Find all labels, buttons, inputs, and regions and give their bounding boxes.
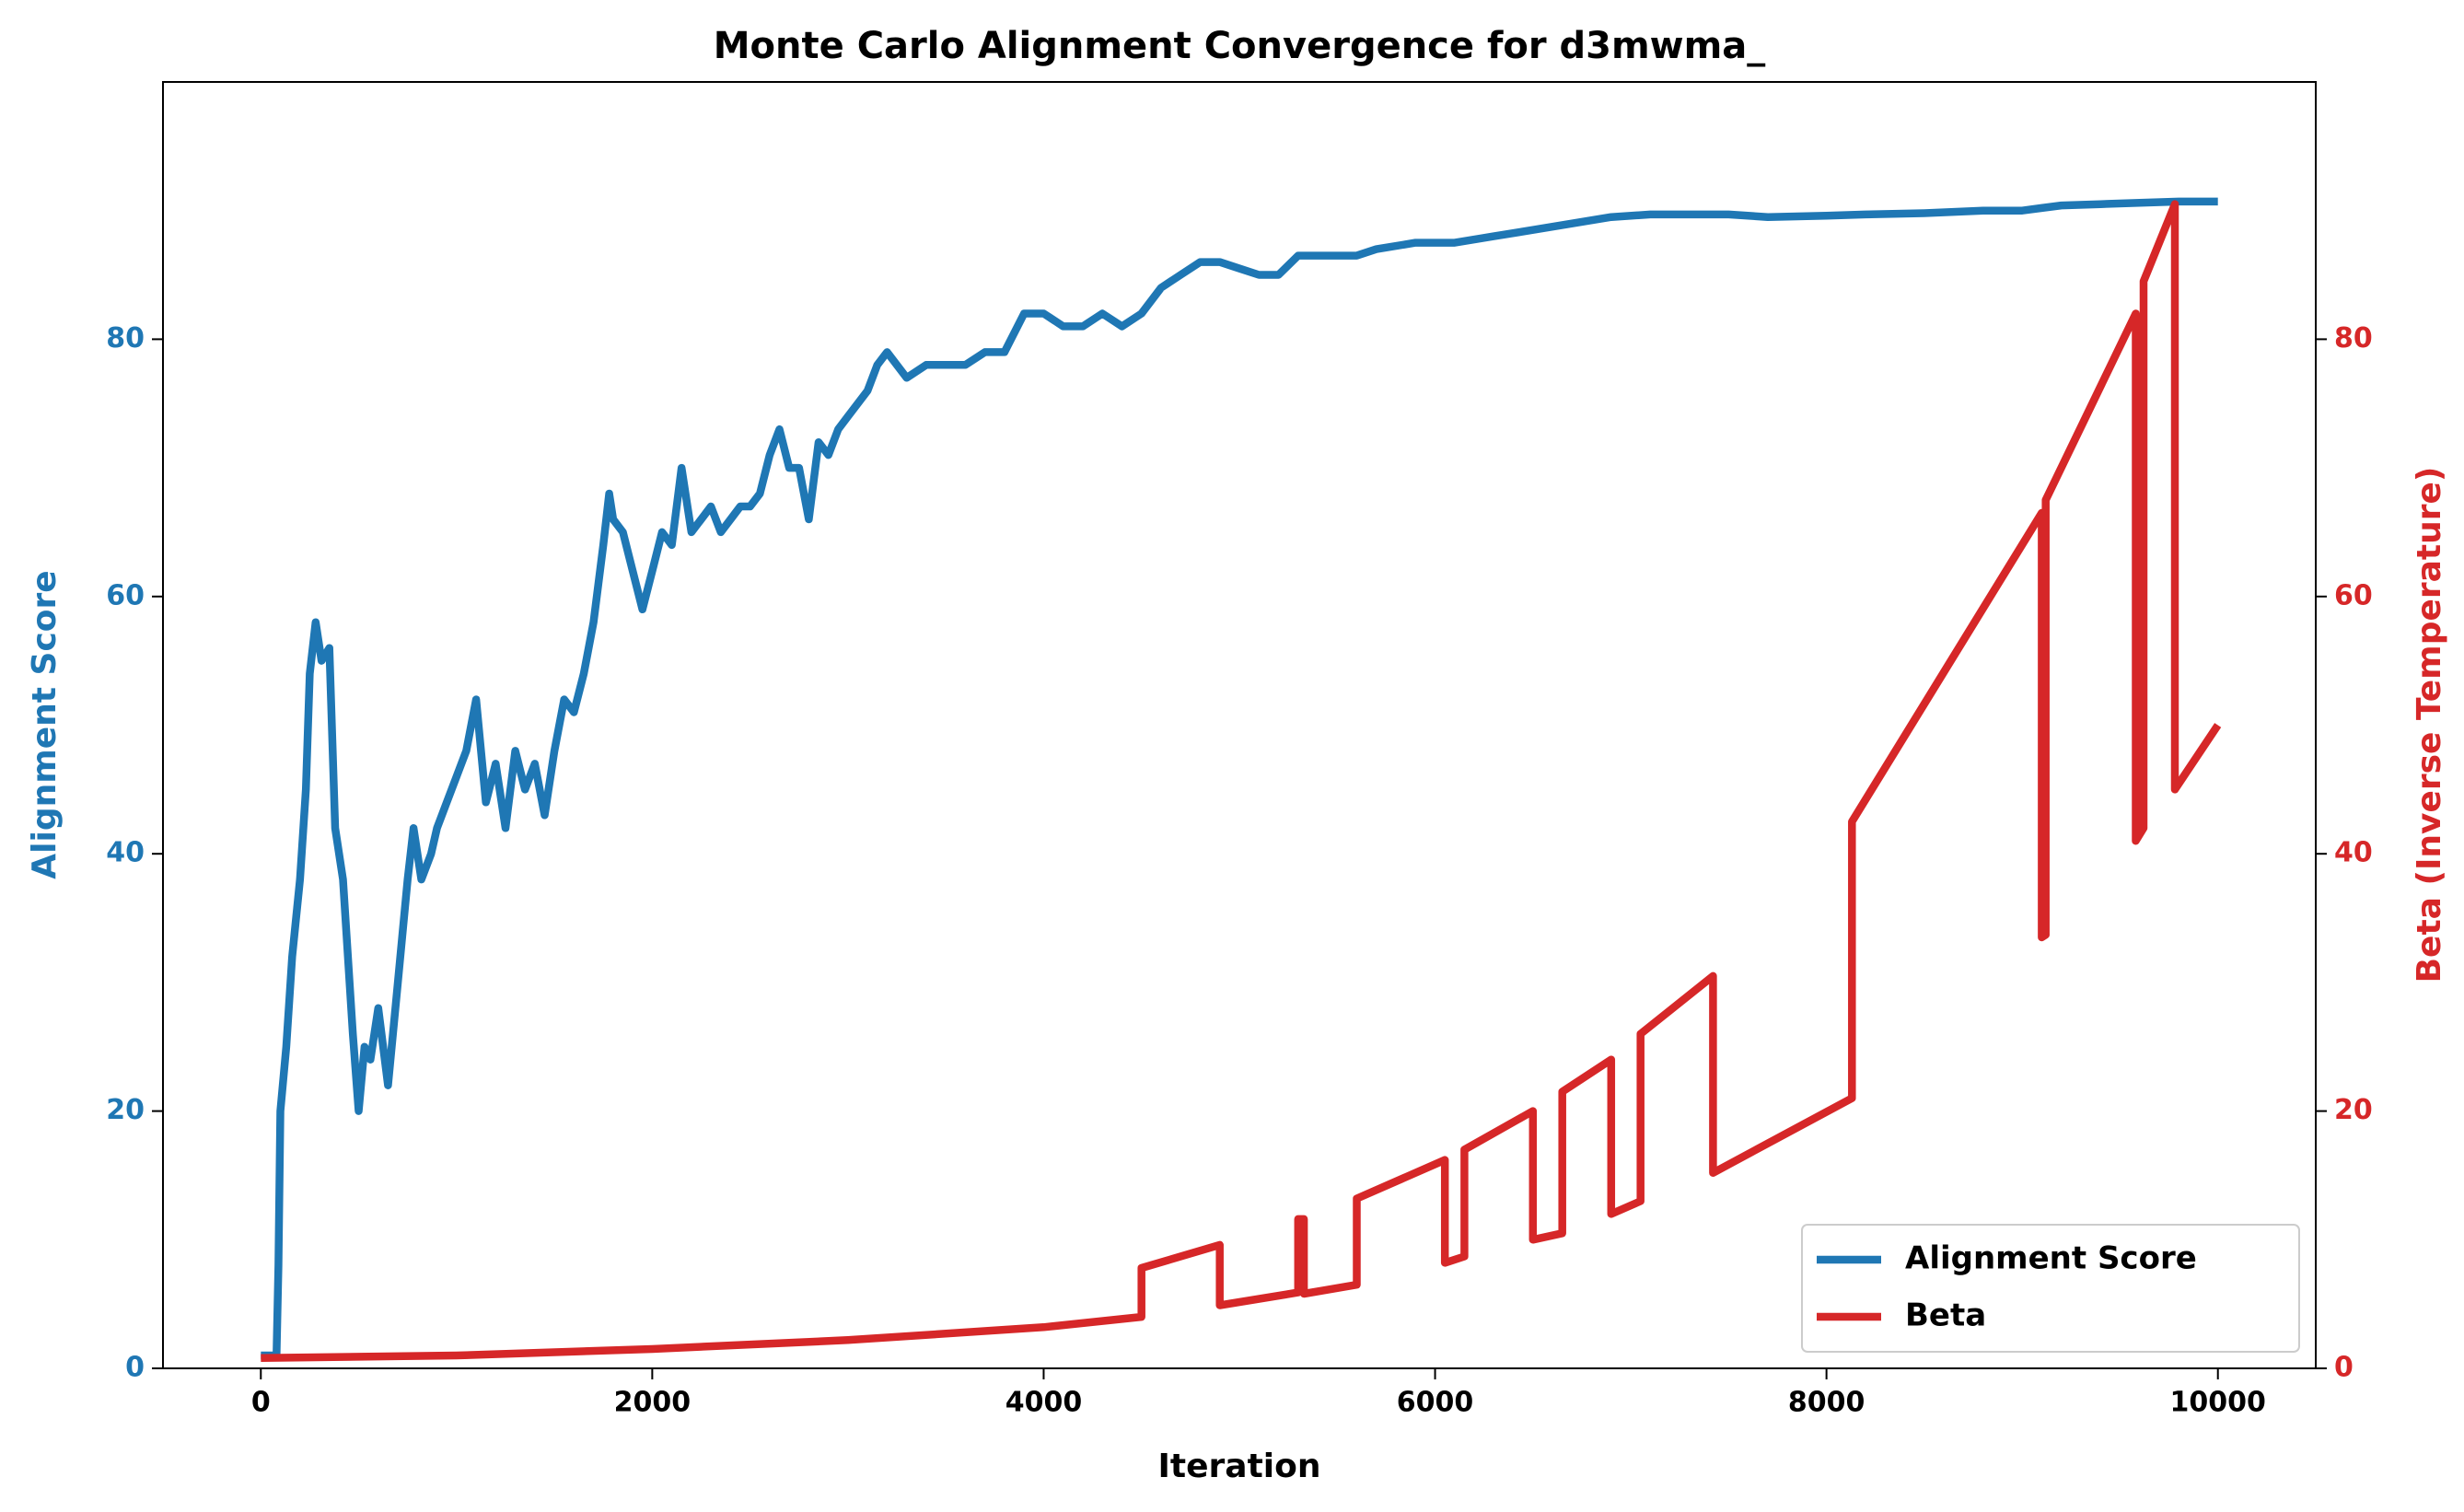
y2-axis-label: Beta (Inverse Temperature) — [2411, 467, 2448, 983]
y2-tick-label: 80 — [2334, 322, 2373, 355]
x-tick-label: 10000 — [2170, 1387, 2266, 1419]
legend: Alignment Score Beta — [1801, 1224, 2300, 1353]
chart-title: Monte Carlo Alignment Convergence for d3… — [714, 25, 1766, 67]
x-axis-label: Iteration — [1158, 1448, 1321, 1485]
y-tick-label: 0 — [125, 1352, 145, 1384]
line — [261, 200, 2222, 1363]
y-axis-label: Alignment Score — [26, 570, 64, 878]
x-tick-label: 8000 — [1788, 1387, 1865, 1419]
plot-frame — [162, 81, 2317, 1369]
y-tick-label: 60 — [106, 579, 145, 611]
x-tick-label: 2000 — [614, 1387, 692, 1419]
y2-tick-label: 60 — [2334, 579, 2373, 611]
legend-label: Beta — [1905, 1297, 1986, 1334]
x-tick-label: 0 — [251, 1387, 271, 1419]
legend-box — [1801, 1224, 2300, 1353]
x-tick-label: 6000 — [1397, 1387, 1474, 1419]
line — [261, 197, 2218, 1360]
y-tick-label: 20 — [106, 1094, 145, 1126]
y-tick-label: 80 — [106, 322, 145, 355]
y-tick-label: 40 — [106, 837, 145, 869]
y2-tick-label: 40 — [2334, 837, 2373, 869]
y2-tick-label: 0 — [2334, 1352, 2354, 1384]
legend-label: Alignment Score — [1905, 1240, 2197, 1277]
x-tick-label: 4000 — [1005, 1387, 1083, 1419]
y2-tick-label: 20 — [2334, 1094, 2373, 1126]
